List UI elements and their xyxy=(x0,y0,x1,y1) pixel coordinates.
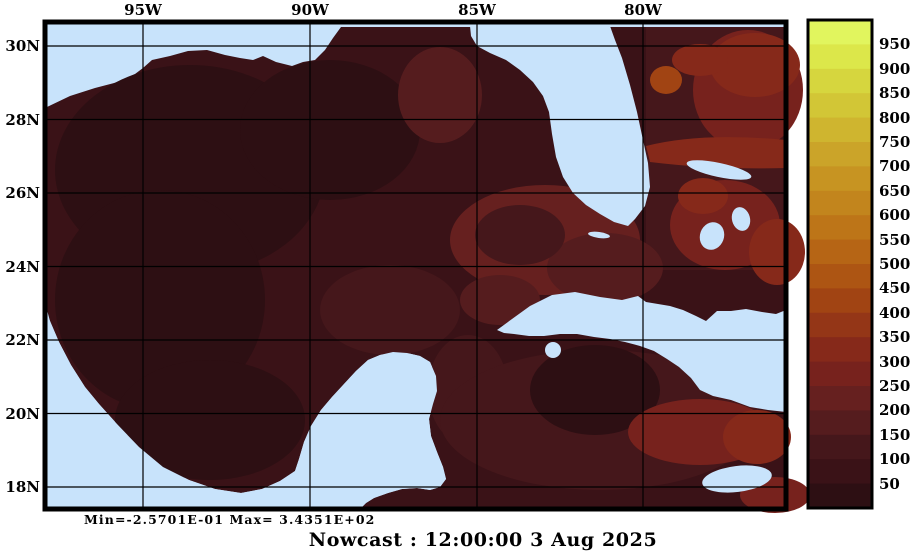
land-group xyxy=(45,26,786,507)
colorbar-band xyxy=(808,361,872,387)
land-florida-keys xyxy=(588,231,610,239)
colorbar-band xyxy=(808,142,872,167)
colorbar-band xyxy=(808,459,872,485)
colorbar-tick-label: 200 xyxy=(879,401,911,420)
colorbar-band xyxy=(808,264,872,289)
colorbar-band xyxy=(808,239,872,265)
colorbar-tick-label: 350 xyxy=(879,328,911,347)
data-patch-southwest-gulf-dark xyxy=(55,190,265,410)
lon-tick-label-90w: 90W xyxy=(291,1,329,19)
colorbar-tick-label: 300 xyxy=(879,352,911,371)
lat-tick-label-28n: 28N xyxy=(5,110,40,129)
colorbar-band xyxy=(808,68,872,94)
colorbar-band xyxy=(808,337,872,363)
data-patch-east-edge-warm xyxy=(749,219,805,285)
data-patch-nw-of-cuba xyxy=(460,275,540,325)
colorbar-tick-label: 450 xyxy=(879,279,911,298)
data-patch-atlantic-hotspot xyxy=(650,66,682,94)
data-patch-atlantic-warm-2 xyxy=(710,33,800,97)
colorbar-tick-label: 500 xyxy=(879,255,911,273)
colorbar-tick-label: 900 xyxy=(879,59,911,78)
lat-tick-label-30n: 30N xyxy=(5,37,40,55)
lat-tick-label-24n: 24N xyxy=(5,257,40,276)
colorbar-band xyxy=(808,93,872,119)
land-isla-juventud xyxy=(545,342,561,358)
plot-frame xyxy=(42,19,789,512)
data-patch-bahamas-warm xyxy=(678,178,728,214)
colorbar-tick-label: 650 xyxy=(879,181,911,200)
colorbar-band xyxy=(808,288,872,314)
graticule-grid xyxy=(45,22,786,509)
colorbar-band xyxy=(808,20,872,45)
land-georgia-florida xyxy=(470,26,650,226)
land-bahamas-north xyxy=(686,160,752,180)
colorbar-bands xyxy=(808,20,872,509)
data-patch-campeche-dark xyxy=(115,360,305,480)
lon-tick-label-95w: 95W xyxy=(124,1,162,19)
colorbar-tick-label: 100 xyxy=(879,450,911,469)
lat-tick-label-18n: 18N xyxy=(5,478,40,496)
colorbar-band xyxy=(808,483,872,509)
data-patch-windward-warm xyxy=(723,410,791,464)
colorbar-band xyxy=(808,117,872,143)
data-patch-atlantic-band xyxy=(646,137,786,169)
lon-tick-label-80w: 80W xyxy=(624,1,662,19)
colorbar-tick-label: 700 xyxy=(879,157,911,176)
lon-tick-label-85w: 85W xyxy=(458,1,496,19)
land-eleuthera-island xyxy=(731,207,751,231)
data-patch-ne-gulf-shelf xyxy=(398,47,482,143)
colorbar-band xyxy=(808,44,872,70)
colorbar-band xyxy=(808,410,872,436)
land-andros-island xyxy=(699,222,725,250)
colorbar-band xyxy=(808,215,872,241)
min-max-stats: Min=-2.5701E-01 Max= 3.4351E+02 xyxy=(84,512,376,527)
data-patch-straits-of-florida xyxy=(547,233,663,303)
land-jamaica xyxy=(702,465,772,493)
colorbar-tick-label: 150 xyxy=(879,425,911,444)
data-patch-atlantic-warm-3 xyxy=(672,44,728,76)
land-cuba xyxy=(497,292,786,412)
data-patch-cayman-dark xyxy=(530,345,660,435)
land-mexico-yucatan xyxy=(45,310,446,507)
colorbar-band xyxy=(808,312,872,338)
colorbar-band xyxy=(808,190,872,216)
colorbar-tick-label: 50 xyxy=(879,474,900,493)
colorbar-tick-label: 950 xyxy=(879,35,911,54)
colorbar-tick-label: 600 xyxy=(879,206,911,225)
colorbar-tick-label: 750 xyxy=(879,133,911,151)
data-patch-group-dark-cores xyxy=(55,60,420,480)
colorbar-tick-label: 550 xyxy=(879,230,911,249)
colorbar-tick-label: 850 xyxy=(879,84,911,103)
colorbar-band xyxy=(808,386,872,411)
colorbar-frame xyxy=(806,18,874,510)
colorbar-tick-label: 800 xyxy=(879,108,911,127)
lat-tick-label-26n: 26N xyxy=(5,184,40,202)
data-patch-campeche-east xyxy=(320,265,460,355)
plot-title: Nowcast : 12:00:00 3 Aug 2025 xyxy=(308,529,658,551)
colorbar-band xyxy=(808,166,872,192)
lat-tick-label-20n: 20N xyxy=(5,404,40,423)
lat-tick-label-22n: 22N xyxy=(5,331,40,349)
data-patch-north-central-dark xyxy=(240,60,420,200)
colorbar-tick-label: 250 xyxy=(879,377,911,395)
colorbar-tick-label: 400 xyxy=(879,303,911,322)
colorbar-band xyxy=(808,434,872,460)
data-patch-loop-core-dark xyxy=(475,205,565,265)
